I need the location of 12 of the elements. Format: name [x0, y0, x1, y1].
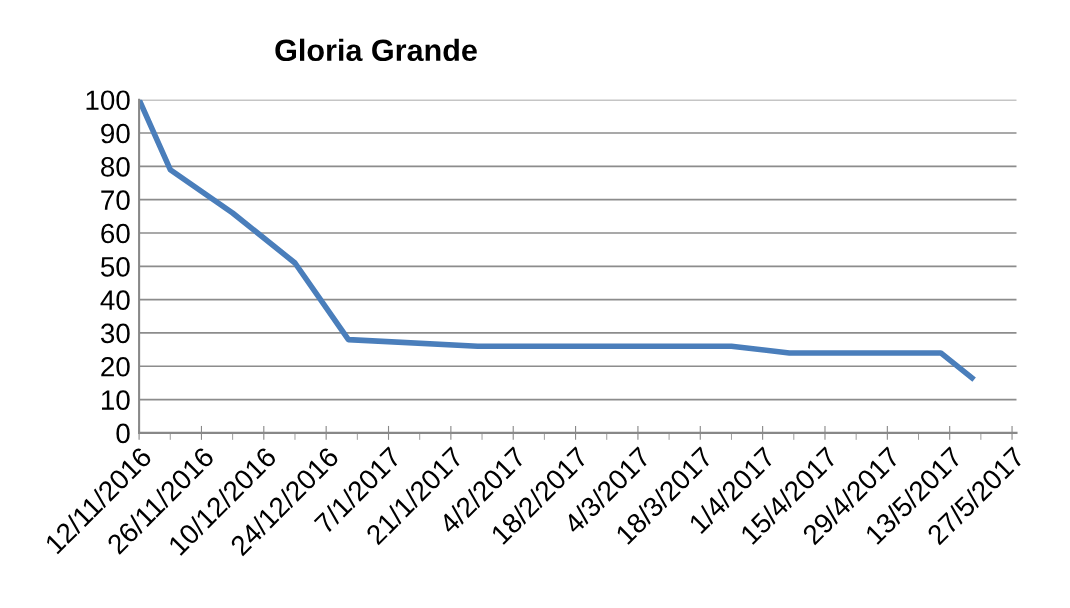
y-tick-label: 70: [101, 190, 130, 211]
y-tick-label: 20: [101, 356, 130, 377]
y-tick-label: 100: [86, 90, 130, 111]
y-tick-label: 90: [101, 123, 130, 144]
y-tick-label: 30: [100, 323, 130, 344]
chart-title: Gloria Grande: [275, 38, 477, 62]
y-tick-label: 10: [101, 390, 130, 410]
y-tick-label: 40: [100, 290, 130, 310]
y-tick-label: 60: [101, 223, 130, 244]
y-tick-label: 80: [101, 157, 130, 177]
y-tick-label: 50: [100, 256, 130, 277]
y-tick-label: 0: [116, 423, 130, 444]
